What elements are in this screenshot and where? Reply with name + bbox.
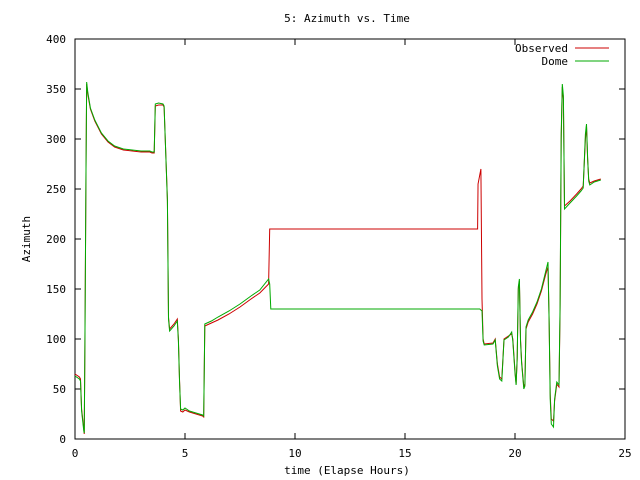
x-axis: 0 5 10 15 20 25 (72, 39, 632, 460)
x-tick-label: 5 (182, 447, 189, 460)
series-layer (74, 81, 601, 435)
y-tick-label: 400 (46, 33, 66, 46)
y-tick-label: 100 (46, 333, 66, 346)
y-axis: 0 50 100 150 200 250 300 350 400 (46, 33, 625, 446)
chart-title: 5: Azimuth vs. Time (284, 12, 410, 25)
x-tick-label: 15 (398, 447, 411, 460)
series-line-dome (74, 81, 601, 434)
x-tick-label: 20 (508, 447, 521, 460)
y-tick-label: 200 (46, 233, 66, 246)
x-tick-label: 10 (288, 447, 301, 460)
y-tick-label: 50 (53, 383, 66, 396)
y-tick-label: 350 (46, 83, 66, 96)
x-tick-label: 25 (618, 447, 631, 460)
y-tick-label: 150 (46, 283, 66, 296)
legend-label-dome: Dome (542, 55, 569, 68)
y-tick-label: 250 (46, 183, 66, 196)
legend-label-observed: Observed (515, 42, 568, 55)
y-tick-label: 0 (59, 433, 66, 446)
x-tick-label: 0 (72, 447, 79, 460)
x-axis-label: time (Elapse Hours) (284, 464, 410, 477)
y-tick-label: 300 (46, 133, 66, 146)
y-axis-label: Azimuth (20, 216, 33, 262)
legend: Observed Dome (515, 42, 609, 68)
